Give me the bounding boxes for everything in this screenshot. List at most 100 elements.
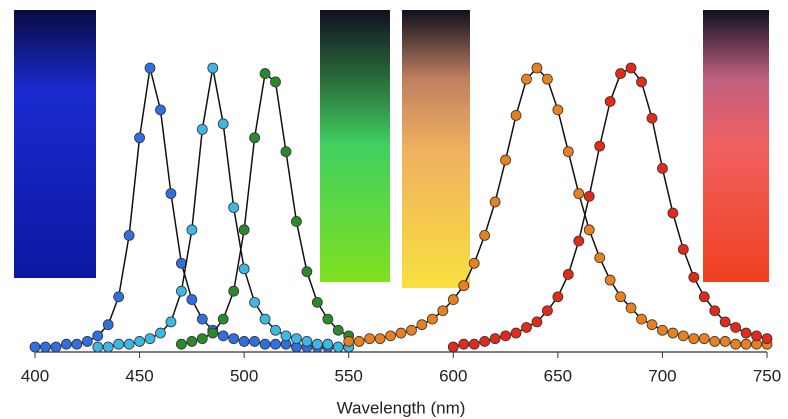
data-point — [250, 133, 260, 143]
data-point — [333, 342, 343, 352]
data-point — [605, 275, 615, 285]
vial-photo — [14, 10, 96, 278]
data-point — [699, 334, 709, 344]
data-point — [281, 147, 291, 157]
data-point — [720, 317, 730, 327]
data-point — [605, 96, 615, 106]
data-point — [166, 317, 176, 327]
data-point — [668, 328, 678, 338]
data-point — [469, 258, 479, 268]
data-point — [553, 105, 563, 115]
data-point — [114, 339, 124, 349]
data-point — [448, 295, 458, 305]
x-tick-label: 700 — [648, 366, 676, 385]
data-point — [176, 286, 186, 296]
data-point — [595, 253, 605, 263]
data-point — [678, 331, 688, 341]
data-point — [312, 339, 322, 349]
data-point — [720, 336, 730, 346]
data-point — [260, 69, 270, 79]
data-point — [145, 63, 155, 73]
data-point — [229, 203, 239, 213]
vial-photo — [402, 10, 470, 288]
data-point — [218, 314, 228, 324]
data-point — [616, 292, 626, 302]
data-point — [678, 244, 688, 254]
data-point — [542, 306, 552, 316]
data-point — [312, 297, 322, 307]
data-point — [386, 331, 396, 341]
data-point — [239, 336, 249, 346]
vial-photo — [703, 10, 769, 282]
data-point — [271, 325, 281, 335]
data-point — [480, 230, 490, 240]
data-point — [689, 334, 699, 344]
data-point — [542, 74, 552, 84]
data-point — [595, 141, 605, 151]
data-point — [291, 334, 301, 344]
data-point — [521, 322, 531, 332]
data-point — [616, 69, 626, 79]
data-point — [511, 110, 521, 120]
data-point — [448, 342, 458, 352]
data-point — [187, 295, 197, 305]
data-point — [239, 225, 249, 235]
data-point — [197, 124, 207, 134]
data-point — [208, 63, 218, 73]
data-point — [114, 292, 124, 302]
data-point — [302, 336, 312, 346]
data-point — [521, 74, 531, 84]
data-point — [135, 133, 145, 143]
data-point — [532, 317, 542, 327]
page: {"chart_data": {"type": "scatter", "x_la… — [0, 0, 788, 419]
data-point — [40, 342, 50, 352]
data-point — [501, 331, 511, 341]
data-point — [239, 264, 249, 274]
data-point — [260, 314, 270, 324]
data-point — [72, 339, 82, 349]
data-point — [647, 113, 657, 123]
data-point — [271, 77, 281, 87]
data-point — [637, 314, 647, 324]
data-point — [375, 334, 385, 344]
data-point — [490, 197, 500, 207]
data-point — [155, 328, 165, 338]
data-point — [731, 322, 741, 332]
data-point — [302, 267, 312, 277]
data-point — [406, 325, 416, 335]
x-tick-label: 650 — [544, 366, 572, 385]
data-point — [584, 225, 594, 235]
data-point — [574, 236, 584, 246]
data-point — [271, 339, 281, 349]
data-point — [396, 328, 406, 338]
data-point — [480, 336, 490, 346]
data-point — [82, 336, 92, 346]
data-point — [176, 339, 186, 349]
data-point — [281, 331, 291, 341]
data-point — [187, 225, 197, 235]
data-point — [459, 339, 469, 349]
vial-photo — [320, 10, 390, 282]
data-point — [61, 339, 71, 349]
data-point — [197, 334, 207, 344]
data-point — [532, 63, 542, 73]
data-point — [218, 331, 228, 341]
data-point — [354, 336, 364, 346]
data-point — [124, 339, 134, 349]
data-point — [291, 216, 301, 226]
data-point — [344, 336, 354, 346]
data-point — [501, 155, 511, 165]
data-point — [155, 105, 165, 115]
data-point — [584, 191, 594, 201]
data-point — [731, 339, 741, 349]
chart: Wavelength (nm) 400450500550600650700750 — [0, 0, 788, 419]
data-point — [197, 314, 207, 324]
data-point — [647, 320, 657, 330]
data-point — [93, 342, 103, 352]
data-point — [511, 328, 521, 338]
data-point — [626, 63, 636, 73]
data-point — [438, 306, 448, 316]
data-point — [250, 297, 260, 307]
data-point — [657, 325, 667, 335]
data-point — [333, 325, 343, 335]
